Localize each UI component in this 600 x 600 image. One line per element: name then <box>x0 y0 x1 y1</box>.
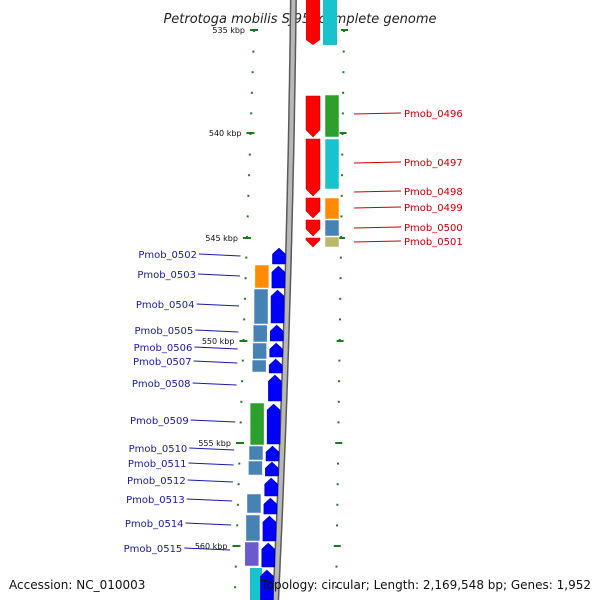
gene-label: Pmob_0514 <box>125 519 184 530</box>
gene-label: Pmob_0512 <box>127 476 186 487</box>
gene-label: Pmob_0515 <box>124 544 183 555</box>
gene-leader-line <box>193 360 238 364</box>
gene-leader-line <box>195 329 239 333</box>
reverse-gene-arrow <box>271 265 286 289</box>
gene-label: Pmob_0496 <box>404 109 463 120</box>
category-block <box>324 236 340 248</box>
category-block <box>248 460 263 476</box>
reverse-gene-arrow <box>262 515 277 542</box>
forward-gene-arrow <box>306 0 320 40</box>
reverse-gene-arrow <box>266 403 281 445</box>
gene-label: Pmob_0497 <box>404 158 463 169</box>
forward-gene-arrow <box>305 237 321 248</box>
gene-label: Pmob_0505 <box>135 326 194 337</box>
gene-label: Pmob_0507 <box>133 357 192 368</box>
gene-label: Pmob_0503 <box>137 270 196 281</box>
map-title: Petrotoga mobilis SJ95, complete genome <box>163 12 436 27</box>
gene-label: Pmob_0506 <box>134 343 193 354</box>
forward-gene-arrow <box>305 197 321 219</box>
reverse-gene-arrow <box>269 342 283 358</box>
reverse-gene-arrow <box>265 445 280 462</box>
forward-gene-arrow <box>305 138 321 197</box>
gene-label: Pmob_0511 <box>128 459 187 470</box>
category-block <box>253 288 269 325</box>
gene-label: Pmob_0508 <box>132 379 191 390</box>
topology-text: Topology: circular; Length: 2,169,548 bp… <box>261 578 591 592</box>
category-block <box>244 541 260 567</box>
gene-leader-line <box>192 382 237 386</box>
category-block <box>250 568 262 600</box>
gene-leader-line <box>353 226 402 229</box>
gene-leader-line <box>353 112 402 115</box>
gene-leader-line <box>189 447 235 451</box>
gene-leader-line <box>353 161 402 164</box>
reverse-gene-arrow <box>261 542 275 568</box>
accession-text: Accession: NC_010003 <box>9 578 146 592</box>
gene-leader-line <box>353 190 402 193</box>
category-block <box>324 138 340 190</box>
gene-label: Pmob_0499 <box>404 203 463 214</box>
category-block <box>252 342 267 360</box>
gene-arrows <box>260 0 321 600</box>
reverse-gene-arrow <box>270 289 285 324</box>
category-block <box>252 324 268 343</box>
gene-label: Pmob_0502 <box>138 250 197 261</box>
reverse-gene-arrow <box>268 358 283 374</box>
scale-tick-label: 540 kbp <box>209 129 242 138</box>
scale-tick-label: 555 kbp <box>198 439 231 448</box>
gene-leader-line <box>190 419 236 423</box>
gene-label: Pmob_0509 <box>130 416 189 427</box>
gene-leader-line <box>353 240 402 243</box>
category-block <box>324 197 340 220</box>
reverse-gene-arrow <box>265 461 279 477</box>
gene-leader-line <box>197 273 240 277</box>
gene-leader-line <box>187 479 233 483</box>
category-block <box>246 493 262 514</box>
gene-label: Pmob_0498 <box>404 187 463 198</box>
category-block <box>254 264 270 289</box>
gene-leader-line <box>185 522 232 526</box>
category-block <box>249 402 265 446</box>
reverse-gene-arrow <box>269 324 284 342</box>
gene-category-blocks <box>244 0 340 600</box>
scale-tick-label: 550 kbp <box>202 337 235 346</box>
gene-leader-line <box>188 462 234 466</box>
gene-leader-line <box>198 253 241 257</box>
genome-backbone <box>272 0 297 600</box>
gene-label: Pmob_0513 <box>126 495 185 506</box>
gene-label: Pmob_0510 <box>129 444 188 455</box>
scale-tick-label: 535 kbp <box>212 26 245 35</box>
category-block <box>248 445 264 461</box>
category-block <box>323 0 337 45</box>
gene-leader-line <box>353 206 402 209</box>
reverse-gene-arrow <box>272 247 286 265</box>
gene-labels: Pmob_0496 Pmob_0497 Pmob_0498 Pmob_0499 Pmob… <box>124 109 463 555</box>
category-block <box>324 219 340 237</box>
scale-tick-label: 545 kbp <box>205 234 238 243</box>
gene-leader-line <box>184 547 231 551</box>
category-block <box>251 359 267 373</box>
reverse-gene-arrow <box>263 497 278 515</box>
forward-gene-arrow <box>305 219 321 237</box>
category-block <box>245 514 261 542</box>
scale-tick-label: 560 kbp <box>195 542 228 551</box>
reverse-gene-arrow <box>264 477 278 497</box>
gene-leader-line <box>194 346 238 350</box>
gene-label: Pmob_0501 <box>404 237 463 248</box>
forward-gene-arrow <box>306 40 320 45</box>
backbone-line <box>273 0 296 600</box>
reverse-gene-arrow <box>268 374 282 402</box>
forward-gene-arrow <box>305 95 321 138</box>
gene-label: Pmob_0500 <box>404 223 463 234</box>
scale-ticks: 535 kbp 540 kbp 545 kbp 550 kbp 555 kbp 560 k… <box>195 26 348 589</box>
reverse-gene-arrow <box>260 569 274 600</box>
gene-leader-line <box>196 303 240 307</box>
category-block <box>324 94 340 138</box>
gene-label: Pmob_0504 <box>136 300 195 311</box>
gene-leader-line <box>186 498 233 502</box>
